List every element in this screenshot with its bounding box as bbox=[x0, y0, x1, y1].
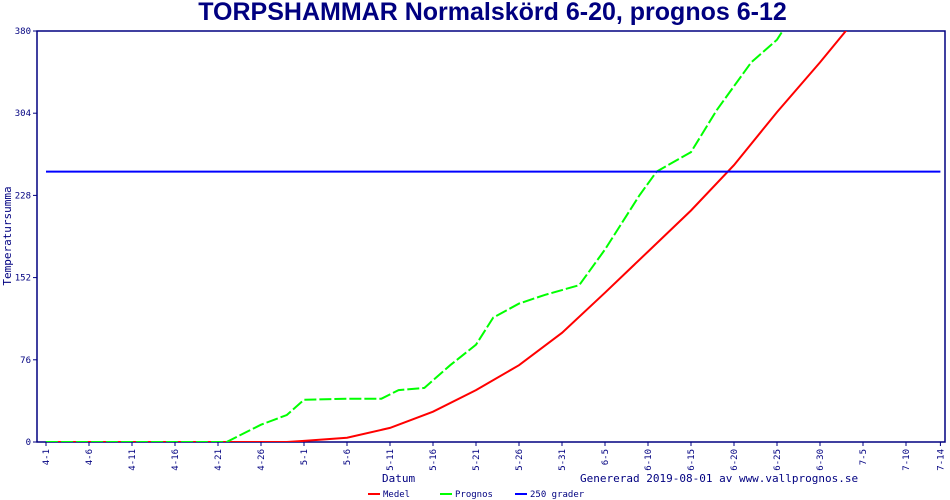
x-tick-label: 4-6 bbox=[85, 449, 95, 465]
series-line-medel bbox=[46, 31, 848, 442]
y-tick-label: 76 bbox=[20, 356, 31, 366]
x-tick-label: 4-11 bbox=[128, 449, 138, 471]
plot-frame bbox=[36, 30, 946, 443]
y-tick-label: 228 bbox=[15, 191, 31, 201]
y-tick-label: 380 bbox=[15, 27, 31, 37]
x-tick-label: 7-10 bbox=[902, 449, 912, 471]
x-tick-label: 6-25 bbox=[773, 449, 783, 471]
x-tick-label: 4-1 bbox=[42, 449, 52, 465]
x-tick-label: 4-21 bbox=[214, 449, 224, 471]
x-tick-label: 4-26 bbox=[257, 449, 267, 471]
x-tick-label: 6-15 bbox=[687, 449, 697, 471]
y-tick-label: 152 bbox=[15, 274, 31, 284]
x-axis-label: Datum bbox=[382, 472, 415, 485]
legend-label: 250 grader bbox=[530, 490, 585, 500]
legend-label: Medel bbox=[383, 490, 410, 500]
x-tick-label: 5-31 bbox=[558, 449, 568, 471]
x-tick-label: 6-20 bbox=[730, 449, 740, 471]
y-tick-label: 0 bbox=[26, 438, 31, 448]
x-tick-label: 5-11 bbox=[386, 449, 396, 471]
x-tick-label: 5-21 bbox=[472, 449, 482, 471]
x-tick-label: 5-6 bbox=[343, 449, 353, 465]
x-tick-label: 7-14 bbox=[936, 449, 946, 471]
x-tick-label: 6-10 bbox=[644, 449, 654, 471]
y-axis-label: Temperatursumma bbox=[1, 186, 14, 285]
series-line-prognos bbox=[46, 31, 784, 442]
x-tick-label: 6-30 bbox=[816, 449, 826, 471]
x-tick-label: 5-26 bbox=[515, 449, 525, 471]
generated-note: Genererad 2019-08-01 av www.vallprognos.… bbox=[580, 472, 858, 485]
x-tick-label: 6-5 bbox=[601, 449, 611, 465]
chart-title: TORPSHAMMAR Normalskörd 6-20, prognos 6-… bbox=[198, 0, 787, 26]
legend-label: Prognos bbox=[455, 490, 493, 500]
x-tick-label: 7-5 bbox=[859, 449, 869, 465]
x-tick-label: 4-16 bbox=[171, 449, 181, 471]
y-tick-label: 304 bbox=[15, 109, 31, 119]
x-tick-label: 5-1 bbox=[300, 449, 310, 465]
x-tick-label: 5-16 bbox=[429, 449, 439, 471]
